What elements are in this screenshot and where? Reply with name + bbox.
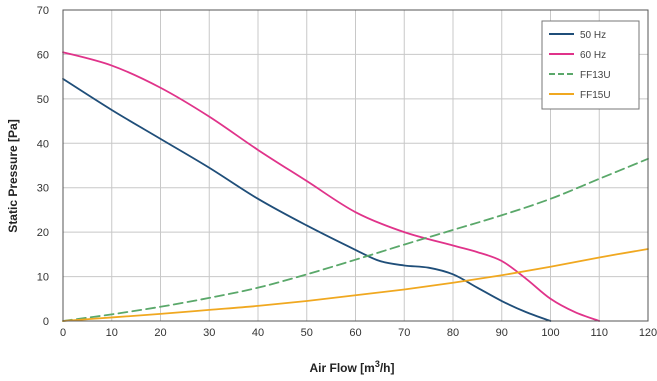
legend-label-ff15u: FF15U — [580, 90, 611, 101]
tick-label-layer: 0 10 20 30 40 50 60 70 80 90 100 110 120 0 10 20 30 40 50 6… — [37, 5, 657, 339]
y-tick-label: 40 — [37, 138, 49, 150]
x-axis-label-main: Air Flow [m — [309, 361, 374, 375]
y-tick-label: 20 — [37, 227, 49, 239]
x-axis-label: Air Flow [m3/h] — [309, 359, 394, 375]
x-tick-label: 40 — [252, 327, 264, 339]
x-tick-label: 20 — [154, 327, 166, 339]
legend: 50 Hz 60 Hz FF13U FF15U — [541, 20, 640, 110]
legend-label-50hz: 50 Hz — [580, 30, 606, 41]
x-tick-label: 50 — [301, 327, 313, 339]
x-tick-label: 30 — [203, 327, 215, 339]
y-tick-label: 50 — [37, 94, 49, 106]
plot-frame — [62, 9, 649, 322]
x-tick-label: 0 — [60, 327, 66, 339]
series-line-50hz — [62, 77, 552, 322]
series-line-ff15u — [62, 248, 649, 322]
y-tick-label: 10 — [37, 272, 49, 284]
y-tick-label: 30 — [37, 183, 49, 195]
x-tick-label: 60 — [349, 327, 361, 339]
x-axis-label-end: /h] — [380, 361, 395, 375]
x-axis-label-superscript: 3 — [375, 359, 380, 369]
y-tick-label: 0 — [43, 316, 49, 328]
x-tick-label: 90 — [496, 327, 508, 339]
x-tick-label: 80 — [447, 327, 459, 339]
y-tick-label: 70 — [37, 5, 49, 17]
x-tick-label: 70 — [398, 327, 410, 339]
series-line-60hz — [62, 51, 601, 322]
x-tick-label: 110 — [590, 327, 608, 339]
x-tick-label: 10 — [106, 327, 118, 339]
y-tick-label: 60 — [37, 49, 49, 61]
legend-label-60hz: 60 Hz — [580, 50, 606, 61]
legend-label-ff13u: FF13U — [580, 70, 611, 81]
legend-items: 50 Hz 60 Hz FF13U FF15U — [549, 30, 611, 101]
series-line-ff13u — [62, 157, 649, 322]
series-layer — [62, 51, 649, 322]
x-tick-label: 120 — [639, 327, 657, 339]
x-tick-label: 100 — [541, 327, 559, 339]
y-axis-label: Static Pressure [Pa] — [6, 119, 20, 232]
